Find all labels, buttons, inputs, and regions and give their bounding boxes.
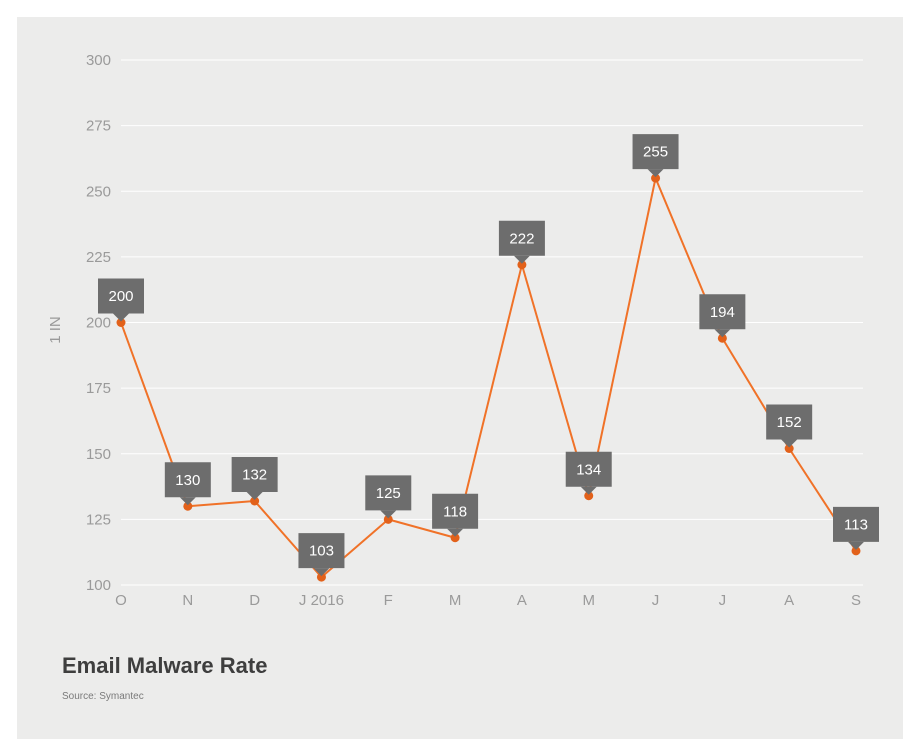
x-axis-ticks: O N D J 2016 F M A M J J A S <box>115 592 861 609</box>
x-tick-label: A <box>784 592 794 609</box>
data-point <box>383 514 393 524</box>
data-label: 132 <box>231 457 278 500</box>
data-label-box <box>432 493 479 529</box>
data-label-box <box>699 294 746 330</box>
data-label-box <box>298 533 345 569</box>
data-label-box <box>164 462 211 498</box>
data-point <box>517 260 527 270</box>
x-tick-label: D <box>249 592 260 609</box>
data-label-pointer <box>179 497 196 506</box>
data-label-box <box>766 404 813 440</box>
y-tick-label: 225 <box>86 249 111 266</box>
data-label-pointer <box>714 329 731 338</box>
data-label-box <box>833 506 879 542</box>
data-label-pointer <box>113 313 129 322</box>
y-tick-label: 100 <box>86 577 111 594</box>
data-label-pointer <box>513 255 530 264</box>
data-label-value: 194 <box>710 304 735 321</box>
data-label-value: 255 <box>643 144 668 161</box>
data-point <box>584 491 594 501</box>
data-label: 255 <box>632 134 679 178</box>
y-axis-label: 1 IN <box>47 316 64 344</box>
y-tick-label: 300 <box>86 52 111 69</box>
data-label: 125 <box>365 475 412 519</box>
chart-title: Email Malware Rate <box>62 653 268 678</box>
chart-source: Source: Symantec <box>62 691 144 702</box>
data-label: 152 <box>766 404 813 448</box>
y-tick-label: 275 <box>86 118 111 135</box>
data-label: 134 <box>565 451 612 495</box>
data-label-value: 125 <box>376 485 401 502</box>
y-tick-label: 150 <box>86 446 111 463</box>
y-tick-label: 125 <box>86 511 111 528</box>
x-tick-label: F <box>384 592 393 609</box>
x-tick-label: J <box>719 592 727 609</box>
data-label-value: 222 <box>509 230 534 247</box>
data-point <box>250 496 260 506</box>
data-label-box <box>231 457 278 492</box>
data-label: 194 <box>699 294 746 338</box>
x-tick-label: S <box>851 592 861 609</box>
y-tick-label: 200 <box>86 315 111 332</box>
data-point <box>183 501 193 511</box>
data-label: 130 <box>164 462 211 506</box>
data-point <box>717 333 727 343</box>
data-label-value: 130 <box>175 472 200 489</box>
data-point <box>851 546 861 556</box>
data-label-pointer <box>848 541 864 550</box>
series-line-path <box>120 177 857 579</box>
data-label: 103 <box>298 533 345 577</box>
data-label-value: 113 <box>844 516 868 533</box>
y-axis-ticks: 100 125 150 175 200 225 250 275 300 <box>86 52 111 594</box>
chart-panel <box>17 17 903 739</box>
data-label: 200 <box>98 278 144 322</box>
data-point <box>116 318 126 327</box>
data-point <box>450 533 460 543</box>
x-tick-label: N <box>182 592 193 609</box>
gridlines <box>121 59 863 586</box>
data-label-value: 132 <box>242 467 267 484</box>
data-label-box <box>98 278 144 314</box>
y-tick-label: 175 <box>86 380 111 397</box>
y-tick-label: 250 <box>86 183 111 200</box>
data-label-box <box>498 220 545 256</box>
data-markers <box>116 173 861 582</box>
data-label-value: 134 <box>576 461 601 478</box>
data-label-box <box>632 134 679 170</box>
data-label-box <box>565 451 612 487</box>
x-tick-label: M <box>582 592 595 609</box>
data-point <box>784 444 794 453</box>
data-labels: 200 130 132 103 125 118 222 134 255 194 152 113 <box>98 134 879 577</box>
data-label-pointer <box>580 486 597 495</box>
data-label-pointer <box>781 439 798 448</box>
data-label-value: 103 <box>309 543 334 560</box>
data-label-value: 118 <box>443 503 467 520</box>
data-label-pointer <box>447 528 464 537</box>
data-label-value: 152 <box>777 414 802 431</box>
data-label-pointer <box>647 169 664 178</box>
data-label: 118 <box>432 493 479 537</box>
data-point <box>651 173 661 183</box>
data-label-value: 200 <box>108 288 133 305</box>
series-line <box>120 177 857 579</box>
data-label: 113 <box>833 506 879 550</box>
x-tick-label: M <box>449 592 462 609</box>
data-label-box <box>365 475 412 511</box>
data-point <box>316 572 326 582</box>
data-label: 222 <box>498 220 545 264</box>
x-tick-label: A <box>517 592 527 609</box>
data-label-pointer <box>246 492 263 500</box>
x-tick-label: O <box>115 592 127 609</box>
x-tick-label: J 2016 <box>299 592 344 609</box>
x-tick-label: J <box>652 592 660 609</box>
data-label-pointer <box>380 510 397 519</box>
data-label-pointer <box>313 568 330 577</box>
